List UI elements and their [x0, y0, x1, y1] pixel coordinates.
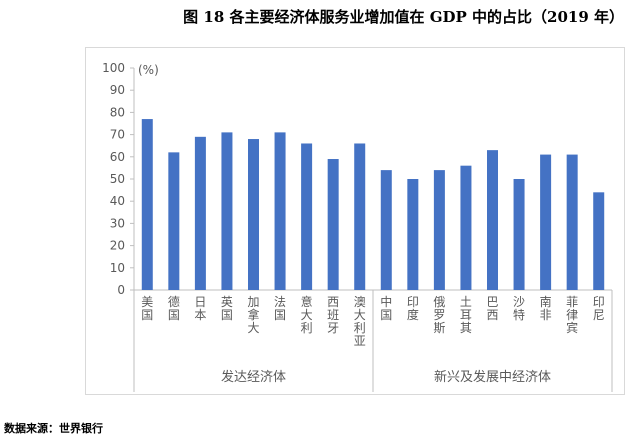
y-tick-label: 50 — [110, 172, 125, 186]
y-tick-label: 70 — [110, 128, 125, 142]
category-label: 巴西 — [486, 295, 498, 322]
bar-4 — [221, 132, 233, 290]
category-label: 菲律宾 — [566, 295, 578, 335]
bar-1 — [141, 119, 153, 290]
category-label: 印度 — [407, 295, 419, 322]
chart-title: 图 18 各主要经济体服务业增加值在 GDP 中的占比（2019 年） — [183, 8, 624, 26]
category-label: 西班牙 — [327, 295, 339, 335]
bar-12 — [433, 170, 445, 290]
bar-5 — [248, 139, 259, 290]
bar-16 — [540, 154, 552, 290]
category-label: 印尼 — [593, 295, 605, 322]
y-tick-label: 10 — [110, 261, 125, 275]
category-label: 俄罗斯 — [433, 295, 445, 335]
y-tick-label: 60 — [110, 150, 125, 164]
bar-8 — [327, 159, 339, 290]
category-label: 美国 — [141, 295, 153, 322]
bar-18 — [593, 192, 605, 290]
bar-7 — [301, 143, 313, 290]
category-label: 英国 — [221, 295, 233, 322]
category-label: 法国 — [274, 295, 286, 322]
y-tick-label: 40 — [110, 194, 125, 208]
bar-11 — [407, 179, 419, 290]
bar-14 — [487, 150, 498, 290]
bar-2 — [168, 152, 180, 290]
y-tick-label: 80 — [110, 105, 125, 119]
bar-3 — [194, 136, 206, 290]
bar-9 — [354, 143, 366, 290]
bar-15 — [513, 179, 525, 290]
category-label: 沙特 — [513, 295, 525, 322]
category-label: 中国 — [380, 294, 392, 322]
category-label: 澳大利亚 — [354, 295, 366, 348]
y-unit-label: (%) — [138, 63, 159, 77]
group-label: 发达经济体 — [221, 369, 286, 385]
y-tick-label: 90 — [110, 83, 125, 97]
category-label: 德国 — [168, 294, 180, 322]
bar-10 — [380, 170, 392, 290]
category-label: 南非 — [540, 294, 552, 322]
y-tick-label: 20 — [110, 239, 125, 253]
y-tick-label: 30 — [110, 216, 125, 230]
group-label: 新兴及发展中经济体 — [434, 369, 551, 385]
y-tick-label: 0 — [117, 283, 125, 297]
bar-6 — [274, 132, 286, 290]
category-label: 意大利 — [301, 294, 313, 335]
bar-13 — [460, 165, 472, 290]
bar-17 — [566, 154, 578, 290]
y-tick-label: 100 — [102, 61, 125, 75]
category-label: 日本 — [194, 295, 206, 322]
data-source: 数据来源：世界银行 — [4, 422, 103, 435]
category-label: 加拿大 — [247, 295, 259, 335]
category-label: 土耳其 — [460, 295, 472, 335]
